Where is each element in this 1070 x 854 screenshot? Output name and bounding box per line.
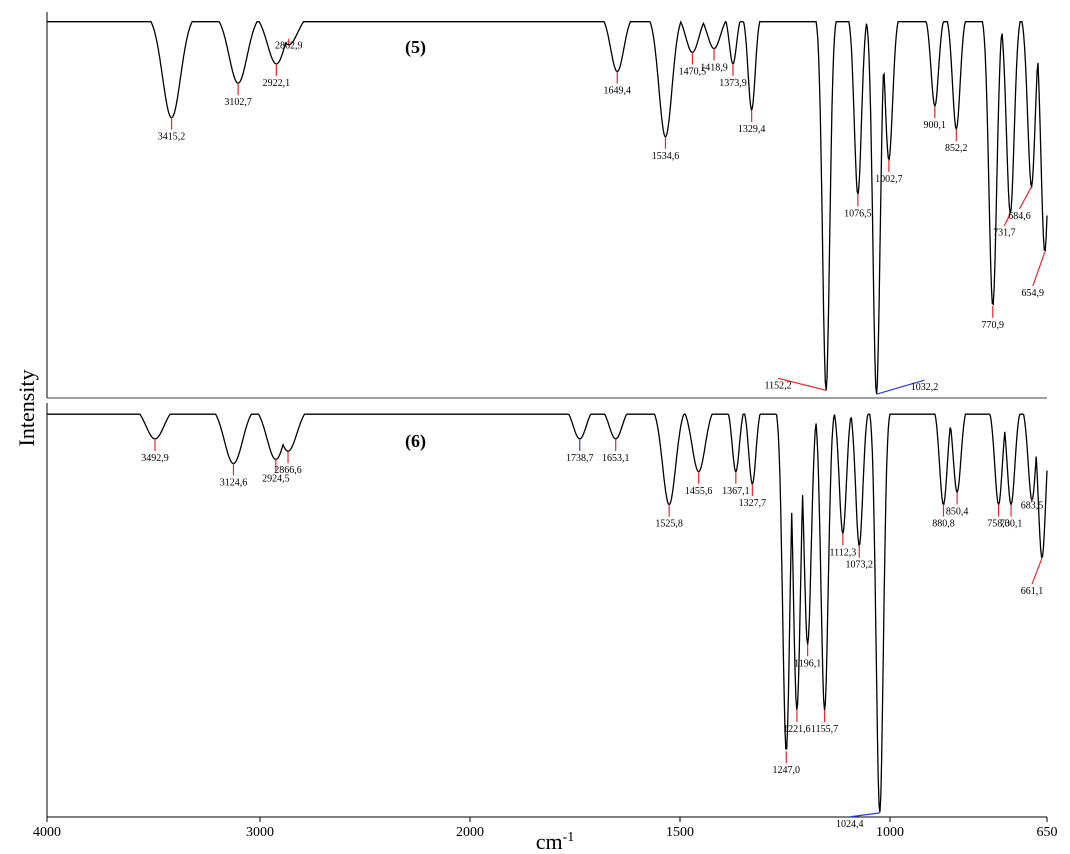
spectrum-5-peak-marker-18 — [1018, 186, 1033, 210]
x-tick-label-1: 3000 — [246, 825, 274, 840]
spectrum-6-peak-label-15: 1073,2 — [846, 560, 874, 571]
spectrum-6-peak-label-7: 1455,6 — [685, 486, 713, 497]
spectrum-6-peak-label-12: 1196,1 — [794, 658, 821, 669]
peak-labels: 3415,2 3102,7 2922,1 2862,9 1649,4 1534,6 1470… — [141, 38, 1046, 830]
y-axis-label: Intensity — [14, 370, 39, 447]
spectrum-6-peak-marker-16 — [849, 812, 880, 818]
spectrum-5-peak-label-2: 2922,1 — [263, 78, 291, 89]
spectrum-6-peak-label-6: 1525,8 — [655, 519, 683, 530]
spectrum-5-peak-label-4: 1649,4 — [604, 86, 632, 97]
x-tick-label-0: 4000 — [33, 825, 61, 840]
spectrum-6-peak-label-8: 1367,1 — [722, 486, 750, 497]
spectrum-6-peak-label-18: 850,4 — [946, 506, 969, 517]
spectrum-5-peak-marker-10 — [777, 377, 827, 391]
spectrum-5-peak-label-10: 1152,2 — [765, 380, 792, 391]
x-tick-label-4: 1000 — [876, 825, 904, 840]
spectrum-6-peak-label-22: 661,1 — [1021, 586, 1044, 597]
spectrum-6-peak-label-2: 2924,5 — [262, 473, 290, 484]
spectrum-5-peak-label-8: 1373,9 — [719, 78, 747, 89]
spectrum-6-peak-label-21: 683,5 — [1021, 501, 1044, 512]
spectrum-6-peak-label-0: 3492,9 — [141, 453, 169, 464]
x-tick-label-2: 2000 — [456, 825, 484, 840]
spectrum-5-peak-label-16: 770,9 — [982, 320, 1005, 331]
spectrum-5-peak-label-1: 3102,7 — [224, 97, 252, 108]
spectrum-5-peak-label-18: 684,6 — [1008, 211, 1031, 222]
x-axis-ticks: 4000 3000 2000 1500 1000 650 — [33, 817, 1058, 840]
panel-label-5: (5) — [405, 37, 426, 58]
spectrum-6-peak-label-20: 730,1 — [1000, 519, 1023, 530]
spectrum-6-peak-label-17: 880,8 — [932, 519, 955, 530]
x-tick-label-5: 650 — [1037, 825, 1058, 840]
spectrum-5-peak-label-0: 3415,2 — [158, 132, 186, 143]
spectrum-5-peak-label-17: 731,7 — [993, 228, 1016, 239]
panel-label-6: (6) — [405, 431, 426, 452]
spectrum-6-peak-label-3: 2866,6 — [274, 465, 302, 476]
x-axis-label: cm-1 — [536, 829, 575, 854]
spectrum-5-peak-label-6: 1470,5 — [679, 66, 707, 77]
x-axis-label-unit: cm — [536, 829, 563, 854]
spectrum-5-trace — [47, 20, 1048, 395]
spectrum-5-peak-label-15: 852,2 — [945, 143, 968, 154]
spectrum-5-peak-marker-12 — [876, 379, 925, 395]
spectrum-6-peak-label-4: 1738,7 — [566, 453, 594, 464]
spectrum-6-peak-label-16: 1024,4 — [836, 819, 864, 830]
spectrum-5-peak-label-7: 1418,9 — [700, 63, 728, 74]
spectrum-5-peak-label-5: 1534,6 — [652, 151, 680, 162]
spectrum-5-peak-label-14: 900,1 — [924, 120, 947, 131]
spectrum-5-peak-label-19: 654,9 — [1022, 288, 1045, 299]
spectrum-5-peak-marker-17 — [1003, 213, 1011, 226]
spectrum-6-peak-label-19: 758,0 — [987, 519, 1010, 530]
x-tick-label-3: 1500 — [666, 825, 694, 840]
spectrum-5-peak-label-3: 2862,9 — [275, 41, 303, 52]
spectrum-6-peak-marker-22 — [1031, 557, 1043, 585]
spectrum-6-group: (6) — [47, 413, 1048, 813]
spectrum-5-peak-label-13: 1002,7 — [875, 174, 903, 185]
spectrum-6-peak-label-10: 1247,0 — [773, 765, 801, 776]
spectrum-6-peak-label-14: 1112,3 — [829, 547, 856, 558]
spectrum-5-peak-label-11: 1076,5 — [844, 208, 872, 219]
spectrum-6-peak-label-11: 1221,6 — [783, 724, 811, 735]
spectrum-6-trace — [47, 413, 1048, 813]
spectrum-6-peak-label-1: 3124,6 — [220, 478, 248, 489]
spectrum-5-peak-marker-19 — [1032, 251, 1046, 287]
spectrum-6-peak-label-13: 1155,7 — [811, 724, 838, 735]
spectrum-5-group: (5) — [47, 20, 1048, 395]
spectrum-6-peak-label-9: 1327,7 — [739, 498, 767, 509]
spectrum-5-peak-label-9: 1329,4 — [738, 124, 766, 135]
spectrum-5-peak-label-12: 1032,2 — [911, 382, 939, 393]
spectrum-6-peak-label-5: 1653,1 — [602, 453, 630, 464]
x-axis-label-sup: -1 — [563, 830, 575, 845]
